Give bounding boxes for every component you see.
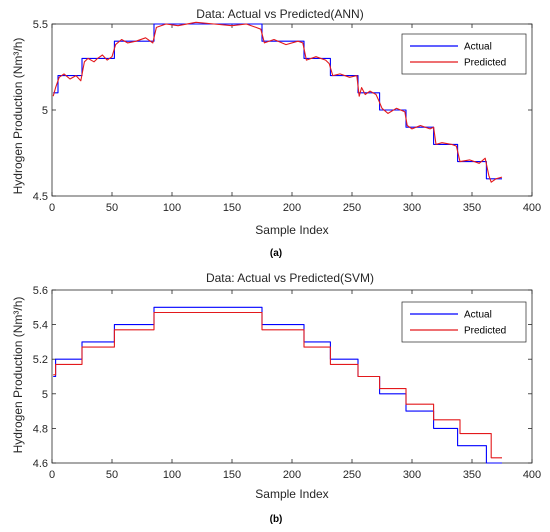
chart-b-legend-label-actual: Actual: [464, 310, 492, 321]
chart-a-ytick-label: 5: [42, 105, 48, 117]
chart-a-xtick-label: 300: [403, 202, 421, 214]
chart-b-legend-box: [401, 301, 527, 343]
chart-a-xtick-label: 100: [163, 202, 181, 214]
chart-b-ytick-label: 5.2: [33, 354, 48, 366]
chart-b-xtick-label: 100: [163, 469, 181, 481]
chart-a-caption: (a): [270, 248, 282, 259]
chart-a-plot: 0 50 100 150 200 250 300 350 400 4.5 5 5.5 Actual Pre…: [33, 19, 541, 214]
chart-a-legend-box: [401, 33, 527, 75]
chart-a-ylabel: Hydrogen Production (Nm³/h): [11, 38, 25, 195]
chart-b-xtick-label: 50: [106, 469, 118, 481]
chart-a-ytick-label: 5.5: [33, 19, 48, 31]
chart-a-xtick-label: 200: [283, 202, 301, 214]
chart-b-ytick-label: 5.4: [33, 320, 48, 332]
chart-b-plot: 0 50 100 150 200 250 300 350 400 4.6 4.8 5 5.2 5.4 5.6…: [33, 285, 541, 481]
chart-a-xtick-label: 150: [223, 202, 241, 214]
chart-a-xlabel: Sample Index: [255, 223, 328, 237]
chart-b-xtick-label: 150: [223, 469, 241, 481]
chart-a-ytick-label: 4.5: [33, 191, 48, 203]
chart-b-xtick-label: 350: [463, 469, 481, 481]
chart-b-ytick-label: 4.6: [33, 458, 48, 470]
panel-a: Data: Actual vs Predicted(ANN) 0 50 100 150…: [11, 7, 541, 259]
chart-b-xlabel: Sample Index: [255, 487, 328, 501]
chart-b-xtick-label: 400: [523, 469, 541, 481]
chart-a-xtick-label: 0: [49, 202, 55, 214]
chart-b-legend-label-predicted: Predicted: [464, 326, 506, 337]
chart-a-legend-label-predicted: Predicted: [464, 58, 506, 69]
chart-a-title: Data: Actual vs Predicted(ANN): [196, 7, 363, 21]
chart-b-title: Data: Actual vs Predicted(SVM): [206, 271, 374, 285]
chart-b-caption: (b): [270, 514, 283, 525]
chart-b-ytick-label: 5: [42, 389, 48, 401]
chart-a-xtick-label: 250: [343, 202, 361, 214]
chart-b-ytick-label: 4.8: [33, 423, 48, 435]
chart-a-xtick-label: 50: [106, 202, 118, 214]
chart-b-ytick-label: 5.6: [33, 285, 48, 297]
chart-a-legend-label-actual: Actual: [464, 42, 492, 53]
chart-b-ylabel: Hydrogen Production (Nm³/h): [11, 297, 25, 454]
chart-b-xtick-label: 300: [403, 469, 421, 481]
chart-b-xtick-label: 200: [283, 469, 301, 481]
chart-a-series-predicted: [52, 21, 503, 183]
chart-a-xtick-label: 400: [523, 202, 541, 214]
chart-b-series-predicted: [53, 311, 502, 459]
chart-a-xtick-label: 350: [463, 202, 481, 214]
chart-b-xtick-label: 250: [343, 469, 361, 481]
panel-b: Data: Actual vs Predicted(SVM) 0 50 100 150…: [11, 271, 541, 525]
chart-b-xtick-label: 0: [49, 469, 55, 481]
